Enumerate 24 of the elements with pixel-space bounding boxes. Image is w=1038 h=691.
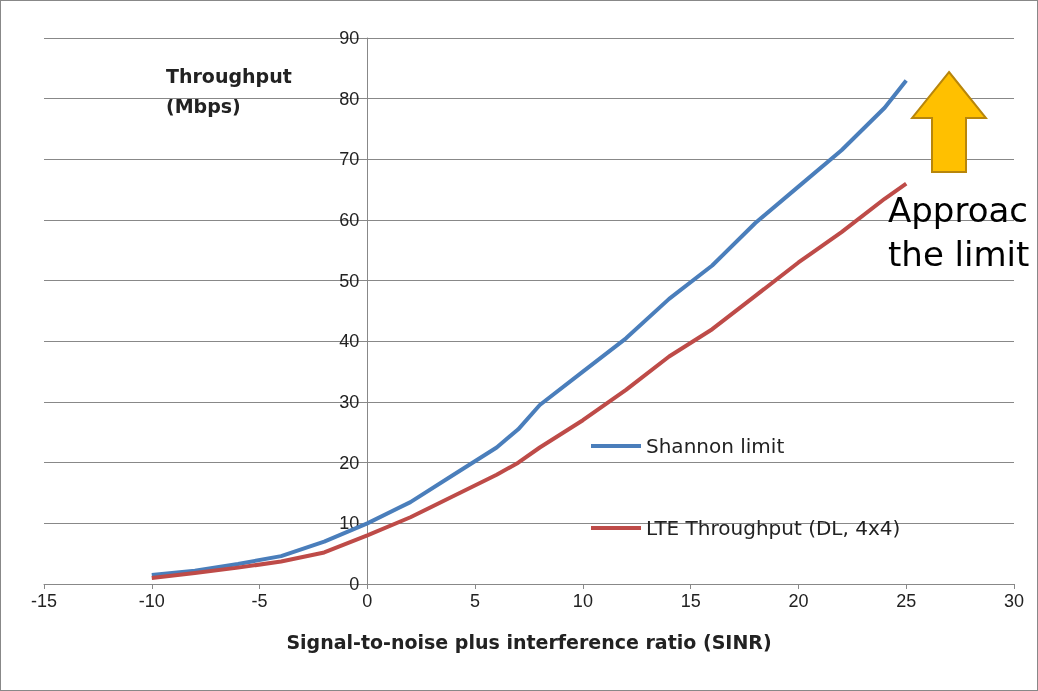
x-tick-label: 25	[896, 591, 917, 611]
x-tick-label: 30	[1003, 591, 1025, 611]
x-tick-label: 20	[788, 591, 809, 611]
y-tick-label: 70	[339, 149, 360, 170]
x-tick-label: -5	[251, 591, 268, 611]
annotation: Approac the limit	[888, 189, 1031, 276]
legend-label: Shannon limit	[646, 434, 785, 458]
x-tick-label: -10	[138, 591, 165, 611]
y-axis-title: Throughput (Mbps)	[166, 65, 292, 117]
y-tick-label: 40	[339, 331, 360, 352]
x-tick-label: 0	[362, 591, 373, 611]
x-axis-title: Signal-to-noise plus interference ratio (SINR)	[286, 630, 772, 653]
y-tick-label: 50	[339, 270, 360, 291]
x-tick-label: 10	[572, 591, 593, 611]
y-tick-label: 60	[339, 210, 360, 230]
legend-label: LTE Throughput (DL, 4x4)	[646, 516, 901, 540]
x-tick-label: 15	[680, 591, 701, 611]
y-tick-label: 20	[339, 452, 360, 473]
y-tick-label: 30	[339, 392, 360, 412]
y-tick-label: 0	[349, 574, 360, 594]
x-tick-label: 5	[470, 591, 481, 611]
y-tick-label: 80	[339, 88, 360, 109]
x-tick-label: -15	[30, 591, 58, 611]
y-tick-label: 90	[339, 28, 360, 48]
